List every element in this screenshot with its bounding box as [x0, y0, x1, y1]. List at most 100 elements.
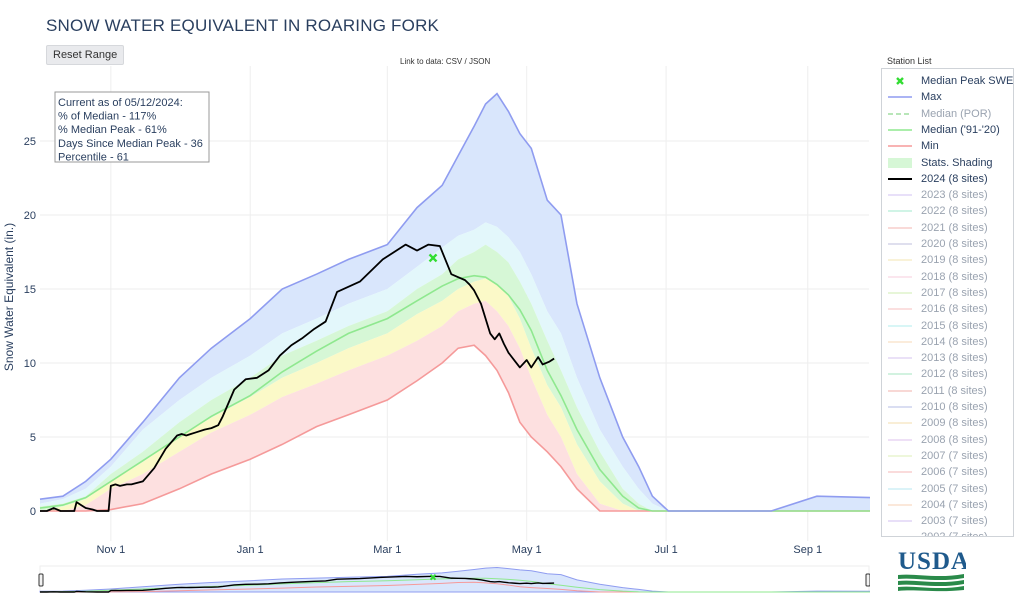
legend-swatch — [888, 271, 912, 283]
x-tick-1: Jan 1 — [237, 544, 264, 556]
legend-swatch — [888, 124, 912, 136]
legend-item[interactable]: 2017 (8 sites) — [882, 285, 1013, 301]
status-info-box: Current as of 05/12/2024: % of Median - 1… — [54, 91, 210, 163]
legend-swatch — [888, 173, 912, 185]
x-tick-5: Sep 1 — [793, 544, 822, 556]
legend-label: 2017 (8 sites) — [921, 286, 988, 299]
x-tick-2: Mar 1 — [373, 544, 401, 556]
x-axis: Nov 1 Jan 1 Mar 1 May 1 Jul 1 Sep 1 — [96, 544, 822, 556]
station-list-label[interactable]: Station List — [887, 56, 932, 66]
info-line-3: Days Since Median Peak - 36 — [58, 138, 203, 150]
y-tick-20: 20 — [24, 210, 36, 222]
legend-swatch — [888, 140, 912, 152]
legend-label: 2008 (8 sites) — [921, 433, 988, 446]
legend-label: Median ('91-'20) — [921, 123, 1000, 136]
legend-label: 2003 (7 sites) — [921, 515, 988, 528]
legend-item[interactable]: 2015 (8 sites) — [882, 318, 1013, 334]
legend-label: 2007 (7 sites) — [921, 449, 988, 462]
reset-range-button[interactable]: Reset Range — [46, 45, 125, 65]
legend-label: 2010 (8 sites) — [921, 401, 988, 413]
legend-item[interactable]: 2013 (8 sites) — [882, 350, 1013, 366]
link-separator: / — [462, 57, 469, 66]
legend-label: 2002 (7 sites) — [921, 531, 988, 536]
y-axis-label: Snow Water Equivalent (in.) — [2, 223, 16, 371]
legend-label: 2022 (8 sites) — [921, 205, 988, 218]
legend-item[interactable]: 2012 (8 sites) — [882, 366, 1013, 382]
legend-item[interactable]: 2010 (8 sites) — [882, 399, 1013, 415]
legend-item[interactable]: 2016 (8 sites) — [882, 301, 1013, 317]
legend-swatch — [888, 531, 912, 536]
legend-item[interactable]: 2005 (7 sites) — [882, 481, 1013, 497]
range-handle-right[interactable] — [865, 573, 870, 587]
legend-item[interactable]: 2020 (8 sites) — [882, 236, 1013, 252]
legend-label: 2014 (8 sites) — [921, 335, 988, 348]
legend-item[interactable]: 2021 (8 sites) — [882, 220, 1013, 236]
range-median-peak-marker — [429, 574, 437, 581]
legend-label: 2011 (8 sites) — [921, 384, 987, 397]
legend-swatch — [888, 385, 912, 397]
legend-label: Max — [921, 91, 942, 104]
legend-item[interactable]: Stats. Shading — [882, 155, 1013, 171]
chart-title: SNOW WATER EQUIVALENT IN ROARING FORK — [46, 16, 440, 35]
info-box-frame — [54, 91, 210, 163]
legend-swatch — [888, 320, 912, 332]
legend-swatch — [888, 75, 912, 87]
legend-item[interactable]: 2006 (7 sites) — [882, 464, 1013, 480]
swe-chart[interactable]: 0 5 10 15 20 25 Nov 1 Jan 1 Mar 1 May 1 Jul 1 Sep … — [0, 0, 870, 597]
legend-swatch — [888, 189, 912, 201]
legend-item[interactable]: Min — [882, 138, 1013, 154]
legend-label: Median Peak SWE — [921, 75, 1014, 87]
legend-item[interactable]: Median Peak SWE — [882, 73, 1013, 89]
data-links: Link to data: CSV / JSON — [400, 57, 490, 66]
legend-swatch — [888, 157, 912, 169]
legend-item[interactable]: 2009 (8 sites) — [882, 415, 1013, 431]
legend-swatch — [888, 336, 912, 348]
legend-item[interactable]: 2008 (8 sites) — [882, 432, 1013, 448]
info-line-2: % Median Peak - 61% — [58, 124, 167, 136]
legend-item[interactable]: 2019 (8 sites) — [882, 252, 1013, 268]
legend-swatch — [888, 238, 912, 250]
legend-item[interactable]: Median (POR) — [882, 106, 1013, 122]
legend[interactable]: Median Peak SWE Max Median (POR) Median ('9… — [881, 68, 1014, 537]
legend-item[interactable]: Median ('91-'20) — [882, 122, 1013, 138]
y-tick-25: 25 — [24, 136, 36, 148]
range-current-line — [40, 575, 555, 593]
legend-swatch — [888, 450, 912, 462]
csv-link[interactable]: CSV — [445, 57, 463, 66]
legend-swatch — [888, 287, 912, 299]
legend-item[interactable]: 2022 (8 sites) — [882, 203, 1013, 219]
legend-item[interactable]: 2023 (8 sites) — [882, 187, 1013, 203]
legend-item[interactable]: 2002 (7 sites) — [882, 529, 1013, 536]
legend-label: Median (POR) — [921, 107, 992, 120]
legend-swatch — [888, 303, 912, 315]
legend-label: 2016 (8 sites) — [921, 303, 988, 316]
legend-item[interactable]: 2014 (8 sites) — [882, 334, 1013, 350]
legend-item[interactable]: 2003 (7 sites) — [882, 513, 1013, 529]
legend-label: 2015 (8 sites) — [921, 319, 988, 332]
y-tick-0: 0 — [30, 506, 36, 518]
info-line-0: Current as of 05/12/2024: — [58, 97, 183, 109]
legend-item[interactable]: 2004 (7 sites) — [882, 497, 1013, 513]
range-slider[interactable] — [38, 565, 870, 593]
y-tick-10: 10 — [24, 358, 36, 370]
legend-swatch — [888, 466, 912, 478]
legend-label: 2006 (7 sites) — [921, 466, 988, 479]
json-link[interactable]: JSON — [468, 57, 491, 66]
stats-bands — [40, 93, 870, 511]
max-line — [39, 92, 870, 512]
legend-item[interactable]: 2024 (8 sites) — [882, 171, 1013, 187]
legend-swatch — [888, 108, 912, 120]
legend-swatch — [888, 352, 912, 364]
legend-item[interactable]: Max — [882, 89, 1013, 105]
info-line-1: % of Median - 117% — [58, 111, 156, 123]
range-handle-left[interactable] — [38, 573, 44, 587]
legend-label: 2012 (8 sites) — [921, 368, 988, 381]
band-max-p90 — [40, 93, 870, 511]
legend-item[interactable]: 2011 (8 sites) — [882, 383, 1013, 399]
x-tick-0: Nov 1 — [96, 544, 125, 556]
legend-label: Stats. Shading — [921, 156, 993, 169]
legend-swatch — [888, 368, 912, 380]
legend-item[interactable]: 2018 (8 sites) — [882, 269, 1013, 285]
legend-item[interactable]: 2007 (7 sites) — [882, 448, 1013, 464]
legend-label: 2019 (8 sites) — [921, 254, 988, 267]
